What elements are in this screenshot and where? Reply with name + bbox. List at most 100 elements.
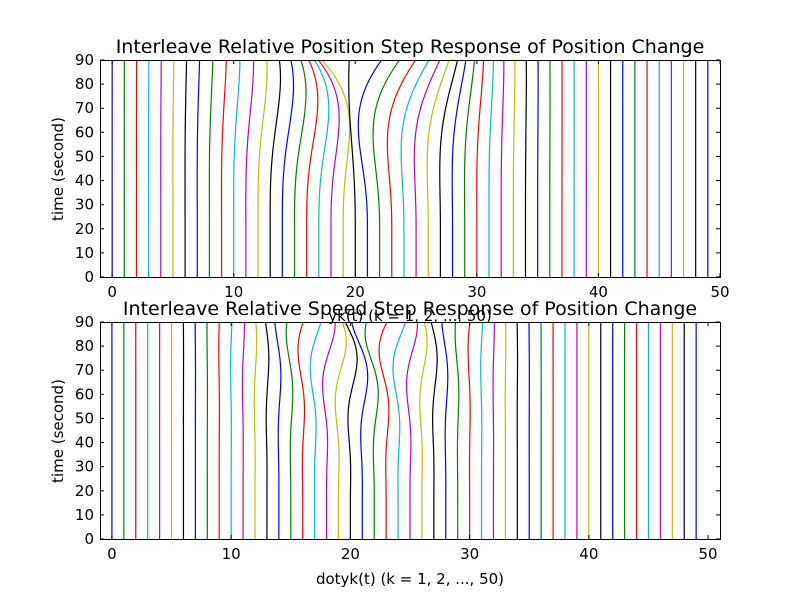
series-line (439, 59, 459, 277)
y-tick-label: 10 (75, 506, 94, 524)
subplot-speed: 0 10 20 30 40 50 60 70 80 90 0 10 20 30 40 50 Interlea… (49, 298, 721, 588)
x-tick-label: 30 (467, 283, 486, 301)
series-line (512, 59, 516, 277)
y-tick-label: 0 (84, 268, 94, 286)
series-line (321, 59, 351, 277)
y-ticks: 0 10 20 30 40 50 60 70 80 90 (75, 51, 720, 286)
series-line (500, 59, 505, 277)
x-tick-label: 20 (346, 283, 365, 301)
series-line (285, 321, 294, 539)
subplot-position: 0 10 20 30 40 50 60 70 80 90 0 10 20 30 40 50 Interlea… (49, 36, 730, 325)
series-line (293, 59, 307, 277)
series-line (241, 321, 246, 539)
x-tick-label: 10 (222, 545, 241, 563)
series-line (441, 321, 449, 539)
series-line (218, 321, 220, 539)
series-line (480, 321, 484, 539)
y-axis-label: time (second) (49, 379, 67, 483)
y-tick-label: 50 (75, 409, 94, 427)
series-line (426, 59, 450, 277)
x-axis-label: dotyk(t) (k = 1, 2, ..., 50) (316, 570, 504, 588)
y-tick-label: 50 (75, 147, 94, 165)
series-line (467, 321, 471, 539)
y-tick-label: 80 (75, 337, 94, 355)
series-line (405, 321, 419, 539)
x-tick-label: 10 (224, 283, 243, 301)
series-line (392, 321, 407, 539)
series-line (208, 59, 214, 277)
series-line (386, 59, 417, 277)
y-ticks: 0 10 20 30 40 50 60 70 80 90 (75, 313, 720, 548)
y-axis-label: time (second) (49, 117, 67, 221)
y-tick-label: 40 (75, 172, 94, 190)
series-line (476, 59, 485, 277)
x-tick-label: 40 (579, 545, 598, 563)
y-tick-label: 90 (75, 51, 94, 69)
y-tick-label: 60 (75, 385, 94, 403)
series-line (492, 321, 495, 539)
y-tick-label: 0 (84, 530, 94, 548)
series-line (344, 321, 358, 539)
y-tick-label: 20 (75, 220, 94, 238)
y-tick-label: 70 (75, 361, 94, 379)
series-line (378, 321, 390, 539)
y-tick-label: 40 (75, 434, 94, 452)
series-line (413, 59, 441, 277)
series-line (257, 59, 268, 277)
series-line (357, 59, 383, 277)
series-line (364, 321, 379, 539)
x-tick-label: 0 (107, 283, 117, 301)
chart-title: Interleave Relative Position Step Respon… (116, 36, 705, 58)
series-line (488, 59, 494, 277)
series-line (281, 59, 295, 277)
x-tick-label: 50 (710, 283, 729, 301)
x-ticks: 0 10 20 30 40 50 (107, 322, 718, 563)
series-line (463, 59, 476, 277)
series-line (351, 321, 369, 539)
series-line (269, 59, 282, 277)
y-tick-label: 70 (75, 99, 94, 117)
series-line (172, 59, 175, 277)
y-tick-label: 10 (75, 244, 94, 262)
series-line (430, 321, 438, 539)
series-line (321, 321, 336, 539)
series-line (245, 59, 255, 277)
series-line (160, 59, 162, 277)
x-tick-label: 0 (107, 545, 117, 563)
x-tick-label: 50 (699, 545, 718, 563)
series-line (454, 321, 460, 539)
x-tick-label: 20 (341, 545, 360, 563)
series-line (230, 321, 233, 539)
series-line (253, 321, 258, 539)
series-line (504, 321, 507, 539)
series-line (419, 321, 428, 539)
series-line (264, 321, 270, 539)
series-line (313, 59, 330, 277)
series-group (111, 59, 709, 277)
y-tick-label: 90 (75, 313, 94, 331)
plot-frame (100, 322, 721, 540)
y-tick-label: 30 (75, 196, 94, 214)
y-tick-label: 20 (75, 482, 94, 500)
y-tick-label: 30 (75, 458, 94, 476)
series-line (233, 59, 241, 277)
x-ticks: 0 10 20 30 40 50 (107, 60, 730, 301)
series-line (451, 59, 467, 277)
series-line (524, 59, 527, 277)
x-axis-label: yk(t) (k = 1, 2, ..., 50) (328, 307, 492, 325)
chart-title: Interleave Relative Speed Step Response … (123, 298, 697, 320)
plot-frame (100, 60, 721, 278)
series-line (196, 59, 201, 277)
series-group (111, 321, 697, 539)
series-line (400, 59, 430, 277)
y-tick-label: 60 (75, 123, 94, 141)
series-line (372, 59, 400, 277)
series-line (297, 321, 306, 539)
series-line (317, 59, 340, 277)
series-line (184, 59, 188, 277)
x-tick-label: 30 (460, 545, 479, 563)
series-line (334, 321, 347, 539)
series-line (274, 321, 282, 539)
series-line (306, 59, 319, 277)
